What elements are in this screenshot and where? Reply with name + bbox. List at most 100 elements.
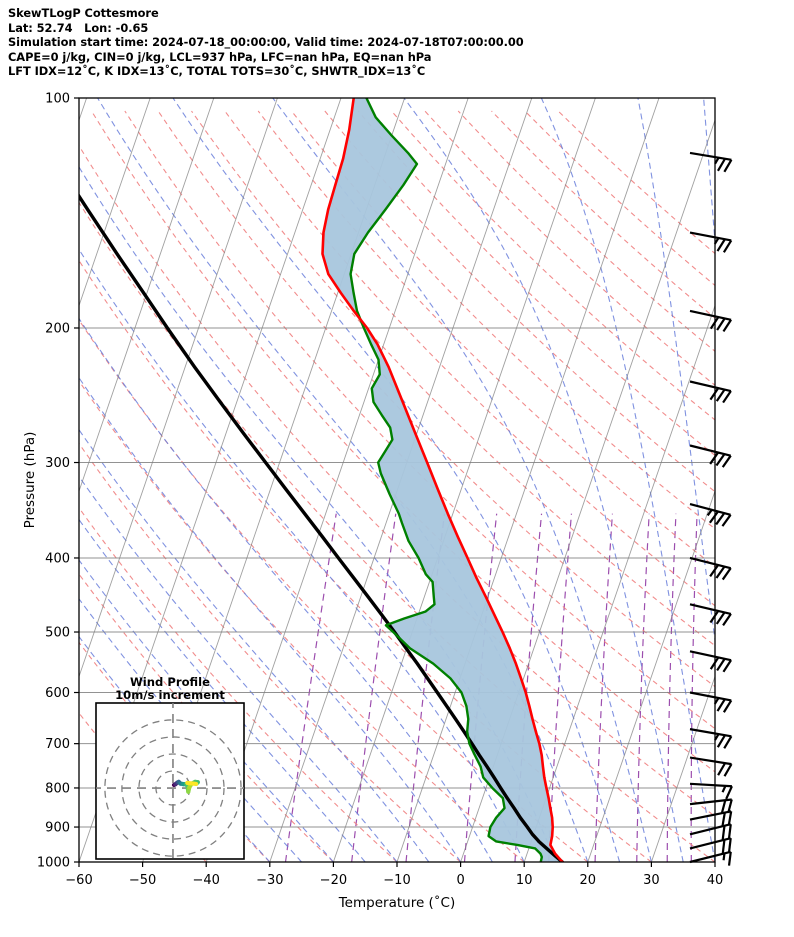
parcel-curve <box>79 193 565 862</box>
moisture-shading <box>322 98 563 862</box>
barb-full <box>709 387 720 401</box>
barb-full <box>722 319 732 333</box>
barb-full <box>727 851 732 866</box>
wind-barb <box>689 502 732 527</box>
wind-barb <box>689 823 732 840</box>
barb-full <box>721 839 726 854</box>
y-tick-label: 700 <box>45 737 70 752</box>
x-tick-label: 0 <box>456 873 464 888</box>
mixing-ratio-line <box>636 513 650 862</box>
barb-full <box>722 699 733 713</box>
y-axis-label: Pressure (hPa) <box>22 432 38 529</box>
moist-adiabat-line <box>754 98 794 862</box>
moist-adiabat-line <box>403 98 684 862</box>
barb-full <box>715 388 726 402</box>
barb-full <box>720 799 727 814</box>
isotherm-line <box>332 98 596 862</box>
barb-full <box>708 510 719 524</box>
barb-full <box>727 799 733 814</box>
header-times: Simulation start time: 2024-07-18_00:00:… <box>8 35 524 50</box>
barb-full <box>725 785 733 800</box>
mixing-ratio-line <box>284 513 337 862</box>
wind-barb <box>689 782 733 800</box>
x-tick-label: −50 <box>129 873 156 888</box>
hodograph-ring <box>104 719 242 857</box>
dry-adiabat-line <box>79 573 334 862</box>
wind-barb-column <box>689 151 733 866</box>
x-tick-label: 20 <box>580 873 597 888</box>
barb-full <box>721 825 726 840</box>
wind-barb <box>689 798 733 814</box>
y-tick-label: 900 <box>45 821 70 836</box>
moist-adiabat-line <box>540 98 715 862</box>
hodograph-title-line1: Wind Profile <box>130 675 210 689</box>
header-indices: LFT IDX=12˚C, K IDX=13˚C, TOTAL TOTS=30˚… <box>8 64 426 79</box>
moist-adiabat-line <box>79 518 366 862</box>
isotherm-line <box>79 98 151 308</box>
moist-adiabat-line <box>79 475 398 862</box>
barb-full <box>727 838 732 853</box>
barb-half <box>722 853 726 861</box>
isotherm-line <box>650 675 715 862</box>
isotherm-line <box>0 98 23 862</box>
dry-adiabat-line <box>79 380 525 862</box>
mixing-ratio-line <box>690 513 698 862</box>
barb-full <box>716 658 726 672</box>
wind-barb <box>689 380 732 404</box>
barb-full <box>722 239 733 253</box>
moist-adiabat-line <box>79 559 334 862</box>
wind-barb <box>689 850 732 866</box>
x-tick-label: −60 <box>65 873 92 888</box>
y-tick-label: 1000 <box>37 856 70 871</box>
wind-barb <box>689 603 732 627</box>
moist-adiabat-line <box>79 317 493 862</box>
y-tick-label: 100 <box>45 92 70 107</box>
figure-header: SkewTLogP Cottesmore Lat: 52.74 Lon: -0.… <box>8 6 768 79</box>
barb-full <box>717 762 727 776</box>
moist-adiabat-line <box>272 98 652 862</box>
y-tick-label: 500 <box>45 626 70 641</box>
x-tick-label: 30 <box>643 873 660 888</box>
barb-full <box>722 613 732 627</box>
isotherm-line <box>79 98 88 122</box>
wind-barb <box>689 556 732 581</box>
mixing-ratio-line <box>463 513 498 862</box>
barb-full <box>716 317 726 331</box>
barb-full <box>721 455 732 468</box>
dry-adiabat-line <box>224 110 715 607</box>
barb-full <box>727 811 733 826</box>
x-tick-label: −20 <box>320 873 347 888</box>
barb-full <box>715 453 726 467</box>
dry-adiabat-line <box>124 110 715 730</box>
barb-full <box>709 610 720 624</box>
moist-adiabat-line <box>79 598 303 862</box>
moist-adiabat-line <box>79 376 462 862</box>
temperature-path <box>321 98 564 862</box>
wind-barb <box>689 756 733 777</box>
barb-full <box>723 763 733 777</box>
dewpoint-path <box>349 98 544 862</box>
wind-barb <box>689 837 732 854</box>
dry-adiabat-line <box>79 442 461 862</box>
barb-full <box>727 824 732 839</box>
header-cape-cin: CAPE=0 j/kg, CIN=0 j/kg, LCL=937 hPa, LF… <box>8 49 432 64</box>
isotherm-line <box>205 98 469 862</box>
barb-full <box>715 611 726 625</box>
plot-border <box>78 97 716 863</box>
barb-full <box>721 567 732 581</box>
dewpoint-curve <box>349 98 544 862</box>
y-tick-label: 600 <box>45 686 70 701</box>
wind-barb <box>689 231 733 253</box>
barb-full <box>716 698 726 712</box>
barb-full <box>709 451 720 465</box>
hodograph-inset <box>95 702 245 860</box>
barb-half <box>714 157 720 165</box>
x-tick-label: 10 <box>516 873 533 888</box>
barb-half <box>706 509 713 517</box>
x-axis-label: Temperature (˚C) <box>338 894 456 911</box>
isotherm-line <box>79 98 278 678</box>
barb-full <box>709 564 720 578</box>
